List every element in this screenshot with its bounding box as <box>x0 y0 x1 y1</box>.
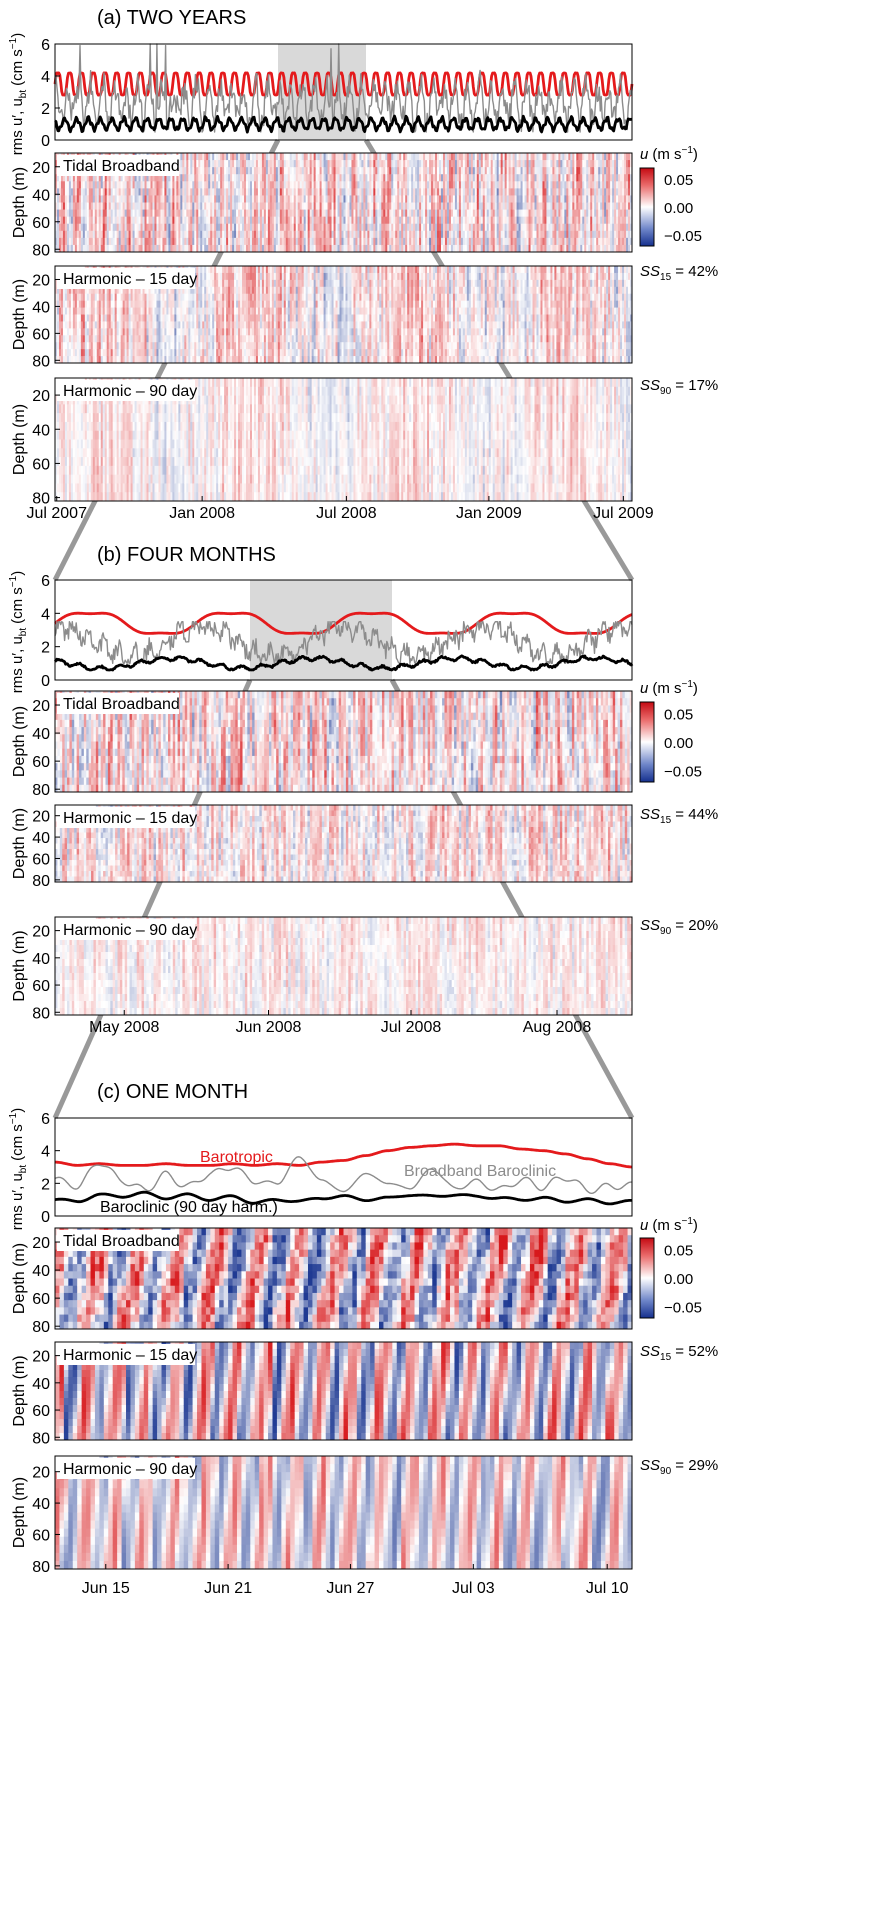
rms-line-panel: 0 2 4 6 rms u′, ubt (cm s−1) <box>8 33 632 155</box>
y-axis-label-text: rms u′, u <box>9 98 26 155</box>
y-tick-label: 2 <box>41 101 50 118</box>
section-a: (a) TWO YEARS 0 2 4 6 rms u′, ubt (cm s−1) Tida… <box>8 7 718 522</box>
series-barotropic-line <box>55 73 632 95</box>
figure-sections: (a) TWO YEARS 0 2 4 6 rms u′, ubt (cm s−1) Tida… <box>8 7 718 1597</box>
y-axis-label-units-sup: −1 <box>8 37 19 49</box>
y-tick-label: 4 <box>41 69 50 86</box>
y-tick-label: 0 <box>41 133 50 150</box>
section-title: (a) TWO YEARS <box>97 7 246 29</box>
y-axis-label-sub: bt <box>18 90 29 99</box>
y-axis-label-close: ) <box>9 33 26 38</box>
y-tick-label: 6 <box>41 37 50 54</box>
y-axis-label: rms u′, ubt (cm s−1) <box>8 33 29 155</box>
y-axis-label-units: (cm s <box>9 49 26 86</box>
